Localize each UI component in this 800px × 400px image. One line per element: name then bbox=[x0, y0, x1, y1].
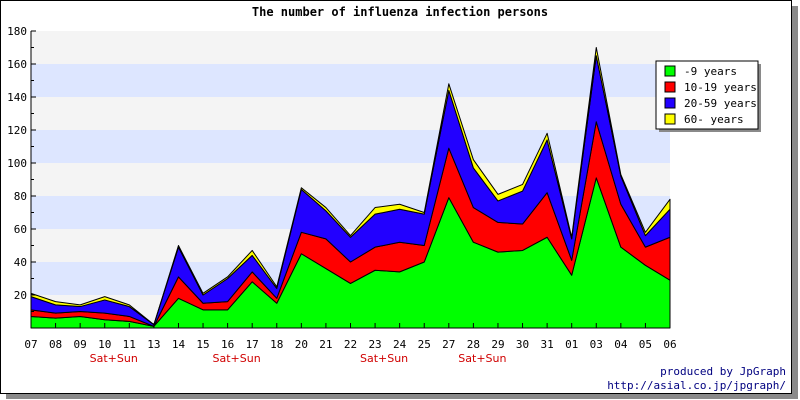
y-tick-label: 180 bbox=[7, 25, 27, 38]
x-tick-label: 06 bbox=[663, 338, 676, 351]
legend-swatch bbox=[664, 81, 676, 93]
legend-swatch bbox=[664, 113, 676, 125]
grid-band bbox=[31, 130, 670, 163]
y-tick-label: 60 bbox=[14, 223, 27, 236]
y-tick-label: 100 bbox=[7, 157, 27, 170]
legend-swatch bbox=[664, 97, 676, 109]
weekend-label: Sat+Sun bbox=[458, 352, 506, 365]
weekend-label: Sat+Sun bbox=[213, 352, 261, 365]
grid-band bbox=[31, 31, 670, 64]
x-tick-label: 11 bbox=[123, 338, 136, 351]
legend-label: 60- years bbox=[684, 113, 744, 126]
x-tick-label: 01 bbox=[565, 338, 578, 351]
x-tick-label: 31 bbox=[540, 338, 553, 351]
x-tick-label: 22 bbox=[344, 338, 357, 351]
grid-band bbox=[31, 64, 670, 97]
x-tick-label: 16 bbox=[221, 338, 234, 351]
frame-shadow-bottom bbox=[6, 394, 798, 399]
y-tick-label: 160 bbox=[7, 58, 27, 71]
series-area-60-years bbox=[30, 47, 671, 326]
x-tick-label: 07 bbox=[24, 338, 37, 351]
x-tick-label: 30 bbox=[516, 338, 529, 351]
x-tick-label: 09 bbox=[74, 338, 87, 351]
x-tick-label: 10 bbox=[98, 338, 111, 351]
x-tick-label: 20 bbox=[295, 338, 308, 351]
x-tick-label: 05 bbox=[639, 338, 652, 351]
legend-label: 20-59 years bbox=[684, 97, 757, 110]
x-tick-label: 15 bbox=[196, 338, 209, 351]
legend-label: -9 years bbox=[684, 65, 737, 78]
x-tick-label: 25 bbox=[418, 338, 431, 351]
y-tick-label: 40 bbox=[14, 256, 27, 269]
legend-label: 10-19 years bbox=[684, 81, 757, 94]
y-tick-label: 140 bbox=[7, 91, 27, 104]
x-tick-label: 23 bbox=[368, 338, 381, 351]
x-tick-label: 03 bbox=[590, 338, 603, 351]
axes: 20 40 60 80 100 120 140 160 180 07 08 09 10 11 13 14 15 1… bbox=[7, 25, 677, 365]
x-tick-label: 18 bbox=[270, 338, 283, 351]
y-tick-label: 80 bbox=[14, 190, 27, 203]
legend-swatch bbox=[664, 65, 676, 77]
x-tick-label: 04 bbox=[614, 338, 628, 351]
weekend-label: Sat+Sun bbox=[90, 352, 138, 365]
x-tick-label: 13 bbox=[147, 338, 160, 351]
legend: -9 years 10-19 years 20-59 years 60- years bbox=[655, 60, 761, 132]
x-tick-label: 28 bbox=[467, 338, 480, 351]
x-tick-label: 21 bbox=[319, 338, 332, 351]
x-tick-label: 08 bbox=[49, 338, 62, 351]
footer-url[interactable]: http://asial.co.jp/jpgraph/ bbox=[607, 379, 786, 392]
x-tick-label: 27 bbox=[442, 338, 455, 351]
x-tick-label: 24 bbox=[393, 338, 407, 351]
frame-shadow-right bbox=[792, 6, 798, 398]
y-tick-label: 20 bbox=[14, 289, 27, 302]
y-tick-label: 120 bbox=[7, 124, 27, 137]
x-tick-label: 14 bbox=[172, 338, 186, 351]
footer-credit: produced by JpGraph bbox=[660, 365, 786, 378]
grid-band bbox=[31, 97, 670, 130]
chart-title: The number of influenza infection person… bbox=[252, 5, 548, 19]
x-tick-label: 17 bbox=[246, 338, 259, 351]
weekend-label: Sat+Sun bbox=[360, 352, 408, 365]
grid-band bbox=[31, 163, 670, 196]
x-tick-label: 29 bbox=[491, 338, 504, 351]
